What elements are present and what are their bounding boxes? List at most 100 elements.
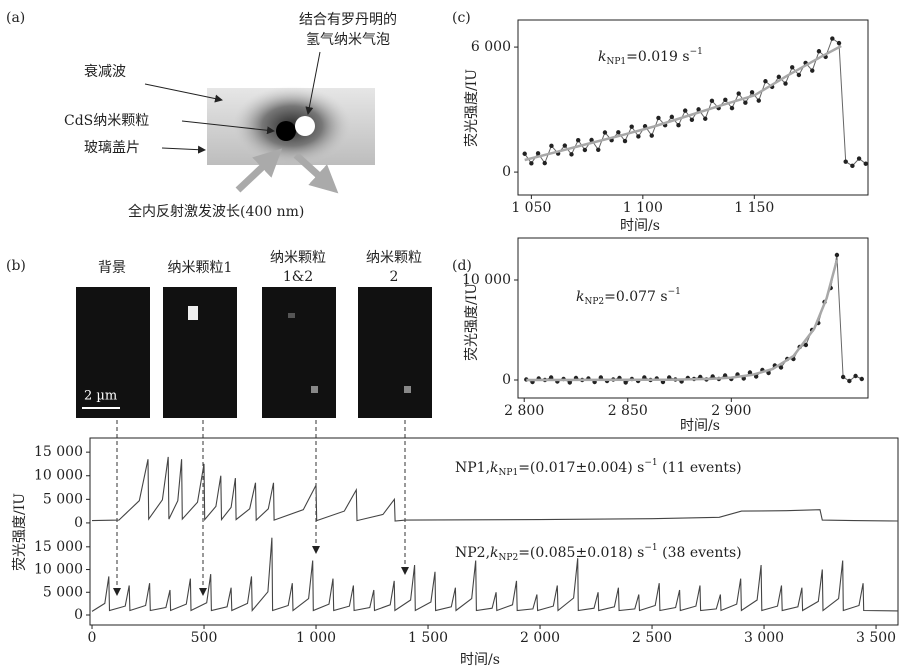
trace-frame [89, 437, 899, 626]
data-point [562, 143, 568, 148]
data-point [847, 378, 852, 384]
x-tick-label: 3 000 [744, 630, 784, 646]
image-label: 2 [390, 269, 399, 285]
data-point [859, 376, 864, 382]
data-point [756, 98, 761, 103]
x-tick-label: 500 [191, 630, 218, 646]
y-tick-label: 5 000 [43, 584, 83, 600]
x-tick-label: 1 050 [511, 200, 551, 216]
data-point [776, 74, 782, 80]
arrow [144, 83, 223, 103]
annotation-part: k [576, 289, 584, 305]
panel-label: (c) [452, 10, 471, 26]
image [358, 287, 432, 418]
image [163, 287, 237, 418]
y-tick-label: 10 000 [462, 272, 511, 288]
y-tick-label: 0 [74, 607, 83, 623]
scale-bar-label: 2 µm [84, 389, 117, 404]
data-point [589, 137, 594, 143]
microscopy-images: 背景 纳米颗粒1 纳米颗粒 1&2 纳米颗粒 2 2 µm [76, 250, 432, 596]
y-tick-label: 5 000 [43, 491, 83, 507]
data-point [816, 49, 822, 54]
excitation-arrow [235, 148, 283, 193]
data-line [91, 456, 899, 522]
x-tick-label: 1 000 [296, 630, 336, 646]
data-line [91, 537, 899, 612]
annotation-part: NP1, [455, 460, 490, 476]
data-point [575, 138, 581, 143]
annotation-part: =0.019 s [626, 49, 689, 65]
data-point [622, 138, 628, 144]
diagram-label: 结合有罗丹明的 [299, 12, 397, 28]
data-point [753, 374, 759, 379]
arrow [161, 145, 206, 154]
diagram-label: CdS纳米颗粒 [64, 113, 149, 129]
data-point [676, 123, 681, 128]
nanobubble [295, 116, 315, 136]
data-point [669, 114, 675, 120]
annotation: NP2,kNP2=(0.085±0.018) s−1 (38 events) [455, 543, 742, 563]
data-point [850, 163, 855, 169]
annotation-part: NP1 [499, 468, 519, 478]
data-point [766, 370, 771, 376]
data-point [853, 373, 858, 379]
data-point [783, 81, 788, 86]
annotation-part: −1 [668, 287, 681, 297]
data-point [778, 365, 784, 370]
x-tick-label: 3 500 [856, 630, 896, 646]
annotation: kNP1=0.019 s−1 [598, 47, 703, 67]
data-point [796, 72, 802, 78]
data-point [629, 124, 634, 129]
spot [404, 386, 411, 393]
data-point [709, 98, 715, 104]
data-point [863, 161, 868, 166]
data-point [529, 161, 534, 166]
annotation: kNP2=0.077 s−1 [576, 287, 681, 307]
diagram-label: 玻璃盖片 [84, 139, 140, 156]
x-tick-label: 2 800 [504, 403, 544, 419]
x-tick-label: 2 850 [608, 403, 648, 419]
y-tick-label: 10 000 [34, 468, 83, 484]
arrow [305, 51, 321, 115]
x-tick-label: 1 150 [734, 200, 774, 216]
diagram-label: 衰减波 [84, 63, 126, 80]
data-point [790, 65, 795, 70]
data-point [616, 130, 621, 135]
plot-frame [517, 237, 869, 399]
data-point [763, 79, 768, 84]
data-point [535, 151, 541, 156]
data-point [682, 108, 688, 113]
annotation-part: k [490, 545, 498, 561]
annotation-part: NP1 [606, 57, 626, 67]
annotation-part: (11 events) [658, 460, 742, 476]
data-point [723, 97, 728, 102]
panel-label: (d) [452, 258, 472, 274]
reflection-arrow [293, 152, 339, 194]
data-line [526, 254, 863, 384]
data-line [526, 259, 839, 382]
data-point [722, 373, 728, 378]
x-tick-label: 2 900 [711, 403, 751, 419]
data-point [743, 100, 748, 105]
y-tick-label: 0 [502, 372, 511, 388]
image-label: 纳米颗粒 [270, 250, 326, 266]
data-point [741, 376, 746, 381]
data-point [703, 116, 708, 121]
nanoparticle [276, 121, 296, 141]
data-point [542, 160, 547, 166]
diagram-label: 全内反射激发波长(400 nm) [128, 203, 304, 220]
image-label: 纳米颗粒1 [168, 260, 233, 276]
bright-spot [188, 306, 198, 320]
data-point [836, 40, 842, 46]
data-point [830, 36, 835, 41]
annotation-part: (38 events) [658, 545, 742, 561]
y-axis-label: 荧光强度/IU [11, 493, 28, 571]
data-point [843, 159, 848, 164]
data-point [649, 133, 654, 138]
y-tick-label: 0 [502, 164, 511, 180]
annotation-part: k [490, 460, 498, 476]
annotation-part: =(0.085±0.018) s [518, 545, 644, 561]
y-tick-label: 10 000 [34, 562, 83, 578]
data-point [636, 134, 641, 139]
